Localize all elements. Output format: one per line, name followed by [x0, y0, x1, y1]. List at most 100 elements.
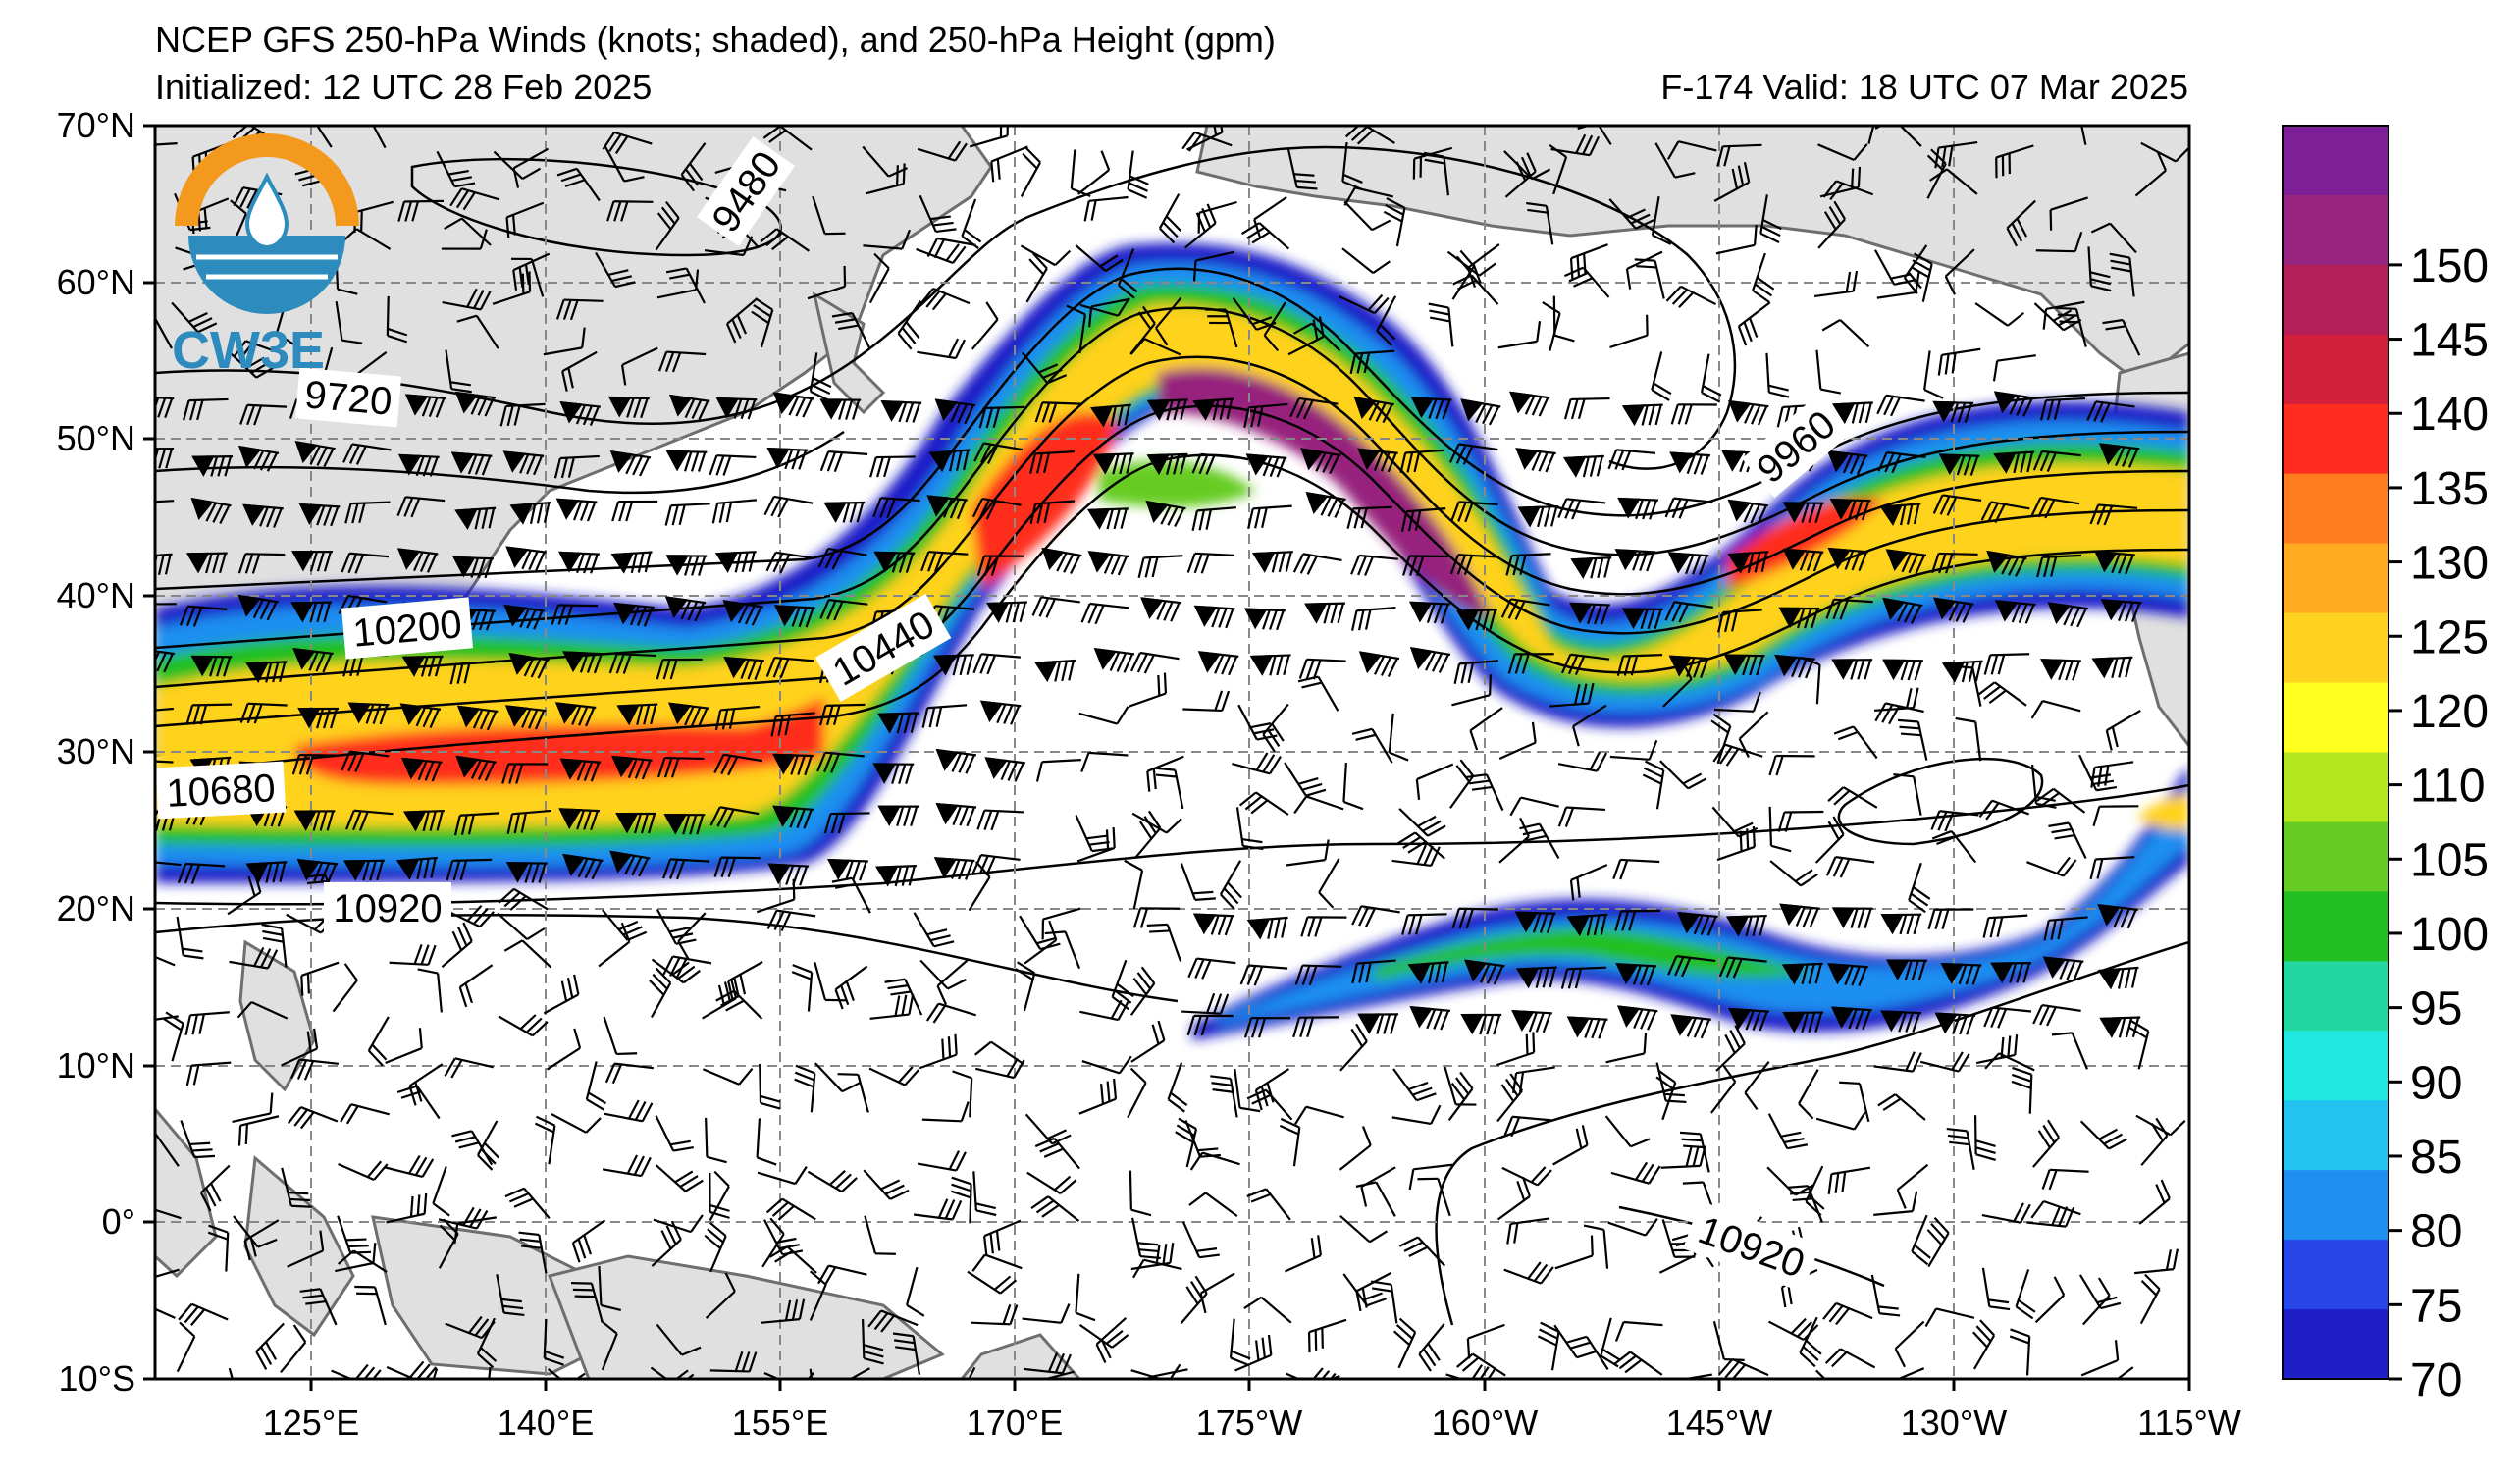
wind-barb	[1563, 266, 1610, 298]
wind-barb	[354, 1285, 387, 1326]
wind-barb	[1246, 916, 1288, 940]
wind-barb	[2091, 656, 2133, 679]
wind-barb	[1557, 806, 1606, 827]
colorbar-tick-label: 70	[2410, 1354, 2462, 1406]
wind-barb	[1078, 1323, 1129, 1349]
wind-barb	[1923, 350, 1944, 399]
colorbar-bin	[2283, 403, 2389, 475]
wind-barb	[823, 812, 870, 834]
wind-barb	[1992, 354, 2036, 382]
wind-barb	[1634, 258, 1665, 299]
wind-barb	[1024, 920, 1058, 965]
wind-barb	[932, 654, 974, 676]
wind-barb	[404, 394, 446, 418]
wind-barb	[183, 397, 229, 421]
wind-barb	[1243, 1017, 1291, 1038]
wind-barb	[868, 252, 890, 304]
wind-barb	[2139, 1273, 2161, 1325]
wind-barb	[1087, 551, 1129, 576]
wind-barb	[1234, 1068, 1261, 1113]
wind-barb	[1398, 1236, 1446, 1267]
wind-barb	[261, 923, 288, 968]
wind-barb	[1503, 1261, 1554, 1285]
wind-barb	[1952, 664, 1982, 707]
wind-barb	[1604, 1115, 1651, 1148]
wind-barb	[1779, 903, 1820, 928]
wind-barb	[505, 201, 545, 238]
wind-barb	[934, 398, 976, 425]
wind-barb	[1924, 1307, 1975, 1328]
wind-barb	[155, 707, 174, 714]
wind-barb	[1399, 449, 1445, 474]
wind-barb	[342, 443, 392, 465]
wind-barb	[1181, 131, 1233, 152]
wind-barb	[558, 551, 600, 574]
wind-barb	[1651, 196, 1672, 245]
wind-barb	[984, 757, 1025, 782]
wind-barb	[335, 1243, 377, 1273]
wind-barb	[751, 297, 774, 348]
wind-barb	[1146, 452, 1188, 476]
wind-barb	[827, 858, 868, 881]
wind-barb	[919, 959, 967, 990]
wind-barb	[1077, 150, 1111, 195]
wind-barb	[1817, 200, 1846, 249]
wind-barb	[1944, 248, 1975, 295]
wind-barb	[1132, 907, 1181, 928]
wind-barb	[1908, 862, 1931, 914]
wind-barb	[714, 551, 757, 573]
colorbar-bin	[2283, 1031, 2389, 1101]
wind-barb	[2079, 1120, 2127, 1150]
jet-band-140	[1158, 367, 1492, 618]
wind-barb	[921, 1101, 970, 1123]
wind-barb	[834, 965, 868, 1010]
wind-barb	[1995, 144, 2034, 179]
wind-barb	[1351, 607, 1396, 631]
jet-band-110	[155, 304, 2189, 827]
wind-barb	[485, 1366, 492, 1379]
wind-barb	[2090, 761, 2134, 788]
wind-barb	[1041, 547, 1082, 574]
wind-barb	[1713, 162, 1751, 202]
wind-barb	[1926, 1217, 1950, 1268]
wind-barb	[1717, 609, 1762, 633]
wind-barb	[602, 131, 653, 154]
wind-barb	[1938, 453, 1980, 476]
colorbar-tick-label: 105	[2410, 834, 2489, 886]
wind-barb	[442, 288, 492, 311]
wind-barb	[1234, 1334, 1273, 1372]
wind-barb	[1154, 767, 1184, 810]
wind-barb	[185, 703, 233, 725]
wind-barb	[897, 299, 921, 350]
wind-barb	[512, 147, 550, 188]
wind-barb	[1927, 908, 1974, 930]
wind-barb	[1718, 956, 1767, 979]
wind-barb	[1827, 1166, 1871, 1194]
wind-barb	[604, 1062, 654, 1085]
wind-barb	[2032, 450, 2081, 473]
wind-barb	[1827, 963, 1868, 986]
wind-barb	[1408, 601, 1450, 624]
wind-barb	[503, 604, 545, 630]
wind-barb	[1893, 773, 1922, 816]
wind-barb	[1557, 498, 1606, 520]
wind-barb	[615, 812, 656, 834]
wind-barb	[925, 1002, 977, 1024]
lon-label-125e: 125°E	[263, 1403, 359, 1443]
wind-barb	[771, 753, 814, 776]
wind-barb	[971, 497, 1022, 520]
wind-barb	[497, 912, 546, 940]
wind-barb	[1247, 504, 1292, 529]
wind-barb	[819, 450, 868, 473]
lat-label-10s: 10°S	[59, 1358, 135, 1399]
wind-barb	[1930, 810, 1979, 832]
wind-barb	[1614, 1320, 1663, 1342]
wind-barb	[1189, 1151, 1240, 1171]
wind-barb	[2092, 805, 2139, 827]
wind-barb	[819, 398, 862, 420]
wind-barb	[297, 707, 340, 729]
lon-label-115w: 115°W	[2137, 1403, 2241, 1443]
colorbar-tick-label: 125	[2410, 611, 2489, 663]
wind-barb	[794, 1064, 816, 1113]
wind-barb	[2138, 1179, 2171, 1225]
